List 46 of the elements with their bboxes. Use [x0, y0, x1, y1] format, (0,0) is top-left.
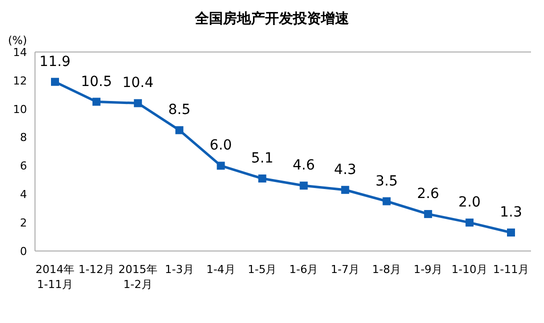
x-tick-label: 1-8月	[372, 263, 402, 276]
y-tick-label: 10	[13, 102, 27, 116]
data-label: 2.0	[458, 194, 481, 211]
point	[51, 78, 59, 86]
x-tick-label: 1-6月	[289, 263, 318, 276]
x-tick-label: 1-10月	[452, 263, 488, 276]
data-label: 4.6	[292, 158, 315, 174]
x-tick-label: 1-9月	[414, 263, 443, 276]
data-label: 2.6	[416, 186, 440, 202]
x-tick-label: 2014年 1-11月	[36, 263, 74, 291]
data-label: 6.0	[210, 138, 232, 154]
x-tick-label: 1-5月	[248, 263, 277, 276]
y-tick-label: 8	[20, 131, 27, 144]
x-tick-label: 2015年 1-2月	[118, 263, 158, 291]
point	[382, 197, 391, 206]
y-tick-label: 6	[20, 160, 27, 173]
y-tick-label: 2	[20, 216, 27, 230]
point	[507, 228, 515, 237]
data-label: 10.4	[122, 75, 154, 92]
point	[258, 174, 266, 183]
x-tick-label: 1-7月	[330, 263, 360, 276]
point	[134, 99, 142, 108]
data-label: 1.3	[500, 204, 522, 221]
data-label: 10.5	[80, 74, 112, 90]
point	[216, 162, 225, 170]
y-tick-label: 14	[13, 46, 27, 59]
data-label: 5.1	[251, 150, 274, 167]
point	[424, 210, 432, 218]
y-axis-title: (%)	[8, 34, 28, 47]
x-tick-label: 1-11月	[493, 263, 529, 276]
data-label: 3.5	[376, 173, 398, 190]
y-tick-label: 0	[20, 244, 27, 258]
data-label: 11.9	[39, 54, 71, 70]
x-tick-label: 1-3月	[164, 263, 194, 276]
data-label: 8.5	[168, 102, 190, 118]
chart-title: 全国房地产开发投资增速	[194, 10, 350, 28]
point	[300, 182, 308, 190]
x-tick-label: 1-4月	[206, 263, 236, 276]
x-tick-label: 1-12月	[78, 263, 114, 276]
point	[175, 126, 184, 134]
y-tick-label: 4	[20, 188, 27, 202]
point	[92, 98, 100, 106]
data-label: 4.3	[334, 162, 356, 178]
point	[341, 186, 350, 194]
y-tick-label: 12	[13, 74, 27, 88]
point	[466, 218, 474, 227]
